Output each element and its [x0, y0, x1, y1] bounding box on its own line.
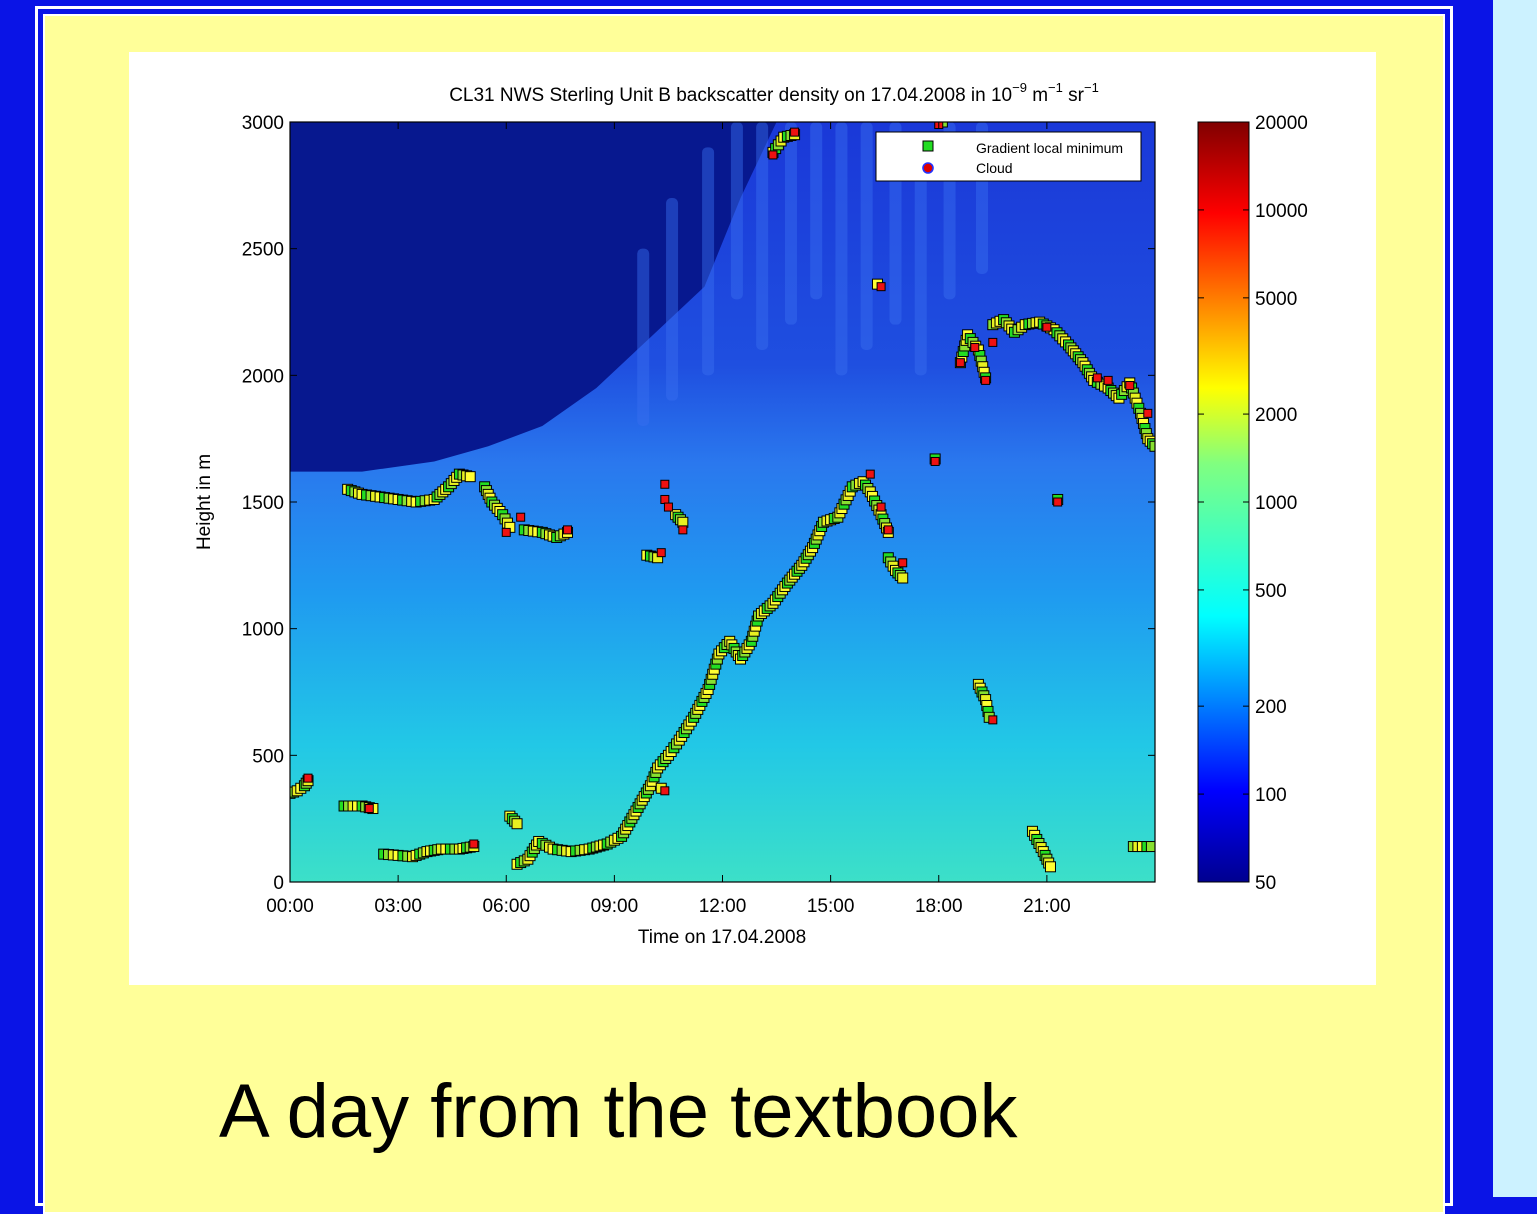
cloud-marker — [501, 527, 511, 537]
chart-title: CL31 NWS Sterling Unit B backscatter den… — [449, 80, 1099, 106]
gradient-minimum-marker — [1044, 861, 1056, 873]
slide-caption: A day from the textbook — [219, 1069, 1018, 1154]
plume-streaks — [637, 122, 988, 426]
y-tick-label: 2500 — [242, 240, 284, 261]
y-tick-label: 1000 — [242, 620, 284, 641]
cloud-marker — [883, 525, 893, 535]
legend-box — [875, 131, 1142, 182]
gradient-minimum-marker — [464, 471, 476, 483]
cloud-marker — [768, 150, 778, 160]
legend-marker-cloud — [922, 162, 934, 174]
cloud-marker — [678, 525, 688, 535]
gradient-minimum-marker — [897, 572, 909, 584]
cloud-marker — [1042, 322, 1052, 332]
colorbar: 50 100 200 500 1000 2000 5000 10000 20000 — [1197, 113, 1308, 894]
y-tick-label: 2000 — [242, 366, 284, 387]
x-tick-label: 18:00 — [915, 896, 963, 917]
gradient-minimum-marker — [1149, 440, 1155, 452]
cloud-marker — [1103, 375, 1113, 385]
cloud-marker — [970, 342, 980, 352]
plume-streak — [730, 122, 743, 300]
cloud-marker — [660, 479, 670, 489]
cloud-marker — [1053, 497, 1063, 507]
cloud-marker — [988, 715, 998, 725]
cloud-marker — [790, 127, 800, 137]
x-tick-label: 03:00 — [374, 896, 422, 917]
x-axis-label: Time on 17.04.2008 — [638, 927, 806, 948]
colorbar-tick-label: 1000 — [1255, 493, 1297, 514]
cloud-marker — [656, 548, 666, 558]
gradient-minimum-marker — [1145, 841, 1155, 853]
cloud-marker — [660, 786, 670, 796]
cloud-marker — [663, 502, 673, 512]
plume-streak — [835, 122, 848, 376]
y-tick-label: 3000 — [242, 113, 284, 134]
colorbar-ticks: 50 100 200 500 1000 2000 5000 10000 20000 — [1198, 113, 1308, 894]
legend-marker-gradient — [922, 140, 934, 152]
y-axis-label: Height in m — [194, 454, 215, 550]
cloud-marker — [1092, 373, 1102, 383]
legend-label-cloud: Cloud — [976, 160, 1013, 176]
x-axis-ticks: 00:00 03:00 06:00 09:00 12:00 15:00 18:00 21:00 — [266, 122, 1071, 917]
cloud-marker — [876, 502, 886, 512]
cloud-marker — [1143, 408, 1153, 418]
plume-streak — [810, 122, 823, 300]
backscatter-chart: CL31 NWS Sterling Unit B backscatter den… — [194, 80, 1308, 948]
side-panel — [1493, 0, 1537, 1197]
x-tick-label: 09:00 — [591, 896, 639, 917]
x-tick-label: 21:00 — [1023, 896, 1071, 917]
colorbar-tick-label: 50 — [1255, 873, 1276, 894]
cloud-marker — [865, 469, 875, 479]
legend: Gradient local minimum Cloud — [875, 131, 1142, 182]
cloud-marker — [876, 282, 886, 292]
cloud-marker — [469, 839, 479, 849]
cloud-marker — [955, 358, 965, 368]
plume-streak — [914, 147, 927, 376]
cloud-marker — [981, 375, 991, 385]
cloud-marker — [563, 525, 573, 535]
cloud-marker — [516, 512, 526, 522]
colorbar-tick-label: 10000 — [1255, 201, 1308, 222]
plume-streak — [860, 122, 873, 350]
colorbar-tick-label: 5000 — [1255, 289, 1297, 310]
colorbar-tick-label: 2000 — [1255, 405, 1297, 426]
y-tick-label: 0 — [273, 873, 284, 894]
cloud-marker — [660, 494, 670, 504]
plume-streak — [637, 248, 650, 426]
figure-panel: CL31 NWS Sterling Unit B backscatter den… — [129, 52, 1376, 985]
colorbar-tick-label: 200 — [1255, 697, 1287, 718]
cloud-marker — [898, 558, 908, 568]
cloud-marker — [930, 456, 940, 466]
x-tick-label: 15:00 — [807, 896, 855, 917]
plume-streak — [666, 198, 679, 401]
y-axis-ticks: 0 500 1000 1500 2000 2500 3000 — [242, 113, 1155, 894]
colorbar-tick-label: 100 — [1255, 785, 1287, 806]
cloud-marker — [364, 804, 374, 814]
x-tick-label: 06:00 — [482, 896, 530, 917]
y-tick-label: 500 — [252, 746, 284, 767]
gradient-minimum-marker — [511, 818, 523, 830]
plume-streak — [756, 122, 769, 350]
cloud-marker — [303, 773, 313, 783]
plume-streak — [702, 147, 715, 376]
colorbar-tick-label: 20000 — [1255, 113, 1308, 134]
x-tick-label: 12:00 — [699, 896, 747, 917]
y-tick-label: 1500 — [242, 493, 284, 514]
colorbar-gradient — [1197, 121, 1250, 883]
cloud-marker — [1125, 380, 1135, 390]
colorbar-tick-label: 500 — [1255, 581, 1287, 602]
plume-streak — [784, 122, 797, 325]
cloud-marker — [988, 337, 998, 347]
legend-label-gradient: Gradient local minimum — [976, 140, 1123, 156]
marker-layer — [290, 122, 1155, 873]
x-tick-label: 00:00 — [266, 896, 314, 917]
free-troposphere-region — [290, 122, 1155, 472]
